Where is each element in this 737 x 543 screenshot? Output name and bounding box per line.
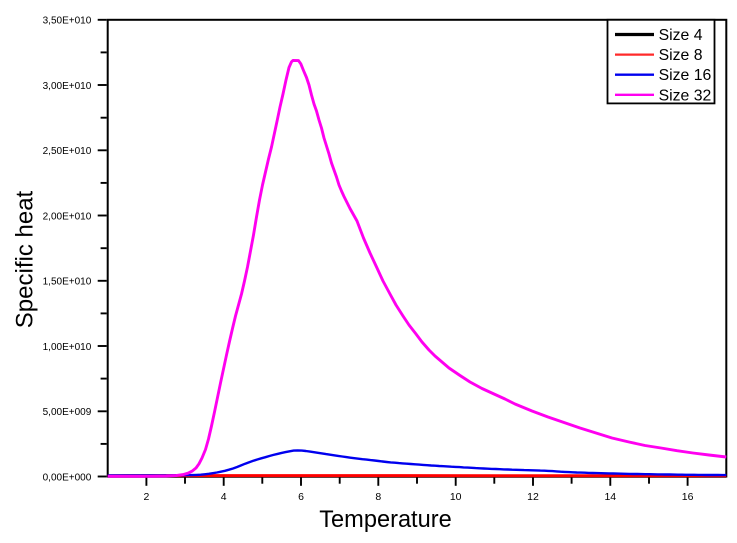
svg-text:14: 14 — [604, 491, 616, 503]
svg-text:4: 4 — [221, 491, 227, 503]
svg-text:0,00E+000: 0,00E+000 — [43, 472, 92, 483]
svg-text:Size 16: Size 16 — [659, 67, 712, 84]
svg-text:12: 12 — [527, 491, 539, 503]
svg-text:6: 6 — [298, 491, 304, 503]
svg-text:8: 8 — [375, 491, 381, 503]
svg-text:Size 8: Size 8 — [659, 47, 703, 64]
svg-text:5,00E+009: 5,00E+009 — [43, 407, 92, 418]
svg-text:Size 4: Size 4 — [659, 27, 703, 44]
svg-text:2,00E+010: 2,00E+010 — [43, 211, 92, 222]
svg-text:3,50E+010: 3,50E+010 — [43, 16, 92, 27]
svg-text:2,50E+010: 2,50E+010 — [43, 146, 92, 157]
svg-text:Size 32: Size 32 — [659, 87, 712, 104]
svg-text:3,00E+010: 3,00E+010 — [43, 81, 92, 92]
svg-text:16: 16 — [682, 491, 694, 503]
svg-text:Specific heat: Specific heat — [12, 190, 39, 328]
svg-text:1,50E+010: 1,50E+010 — [43, 277, 92, 288]
svg-text:1,00E+010: 1,00E+010 — [43, 342, 92, 353]
svg-text:Temperature: Temperature — [319, 507, 451, 533]
svg-text:10: 10 — [450, 491, 462, 503]
svg-text:2: 2 — [143, 491, 149, 503]
